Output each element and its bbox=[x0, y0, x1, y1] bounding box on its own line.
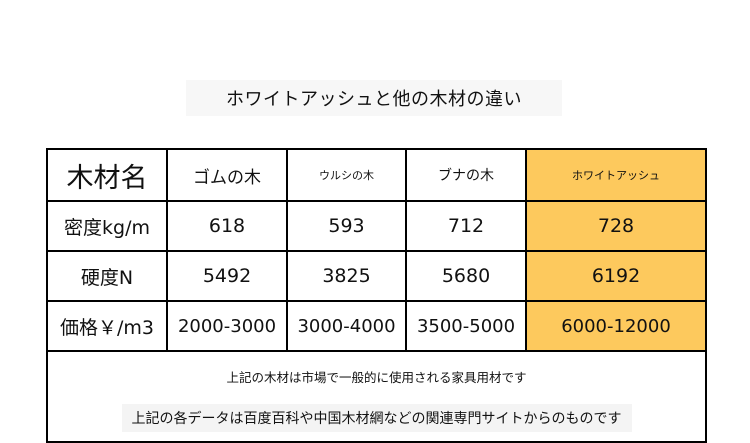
table-cell-highlight: 6192 bbox=[525, 250, 707, 302]
table-cell: 2000-3000 bbox=[166, 300, 288, 352]
table-cell: 712 bbox=[405, 200, 527, 252]
row-label-price: 価格￥/m3 bbox=[46, 300, 168, 352]
table-row-price: 価格￥/m3 2000-3000 3000-4000 3500-5000 600… bbox=[46, 300, 707, 352]
table-cell: 593 bbox=[286, 200, 407, 252]
table-header-row: 木材名 ゴムの木 ウルシの木 ブナの木 ホワイトアッシュ bbox=[46, 148, 707, 202]
table-cell: 3500-5000 bbox=[405, 300, 527, 352]
table-cell-highlight: 6000-12000 bbox=[525, 300, 707, 352]
page-title: ホワイトアッシュと他の木材の違い bbox=[186, 80, 562, 116]
header-rubberwood: ゴムの木 bbox=[166, 148, 288, 202]
row-label-density: 密度kg/m bbox=[46, 200, 168, 252]
note-line-2: 上記の各データは百度百科や中国木材網などの関連専門サイトからのものです bbox=[121, 404, 632, 432]
table-cell: 618 bbox=[166, 200, 288, 252]
notes-cell: 上記の木材は市場で一般的に使用される家具用材です 上記の各データは百度百科や中国… bbox=[46, 350, 707, 443]
table-cell: 3825 bbox=[286, 250, 407, 302]
table-row-density: 密度kg/m 618 593 712 728 bbox=[46, 200, 707, 252]
header-beech: ブナの木 bbox=[405, 148, 527, 202]
note-line-1: 上記の木材は市場で一般的に使用される家具用材です bbox=[226, 370, 527, 385]
table-cell: 5492 bbox=[166, 250, 288, 302]
header-white-ash: ホワイトアッシュ bbox=[525, 148, 707, 202]
table-cell: 5680 bbox=[405, 250, 527, 302]
table-row-hardness: 硬度N 5492 3825 5680 6192 bbox=[46, 250, 707, 302]
table-cell: 3000-4000 bbox=[286, 300, 407, 352]
header-wood-name: 木材名 bbox=[46, 148, 168, 202]
row-label-hardness: 硬度N bbox=[46, 250, 168, 302]
comparison-table: 木材名 ゴムの木 ウルシの木 ブナの木 ホワイトアッシュ 密度kg/m 618 … bbox=[46, 148, 707, 443]
header-sumac: ウルシの木 bbox=[286, 148, 407, 202]
table-cell-highlight: 728 bbox=[525, 200, 707, 252]
table-footer-row: 上記の木材は市場で一般的に使用される家具用材です 上記の各データは百度百科や中国… bbox=[46, 350, 707, 443]
